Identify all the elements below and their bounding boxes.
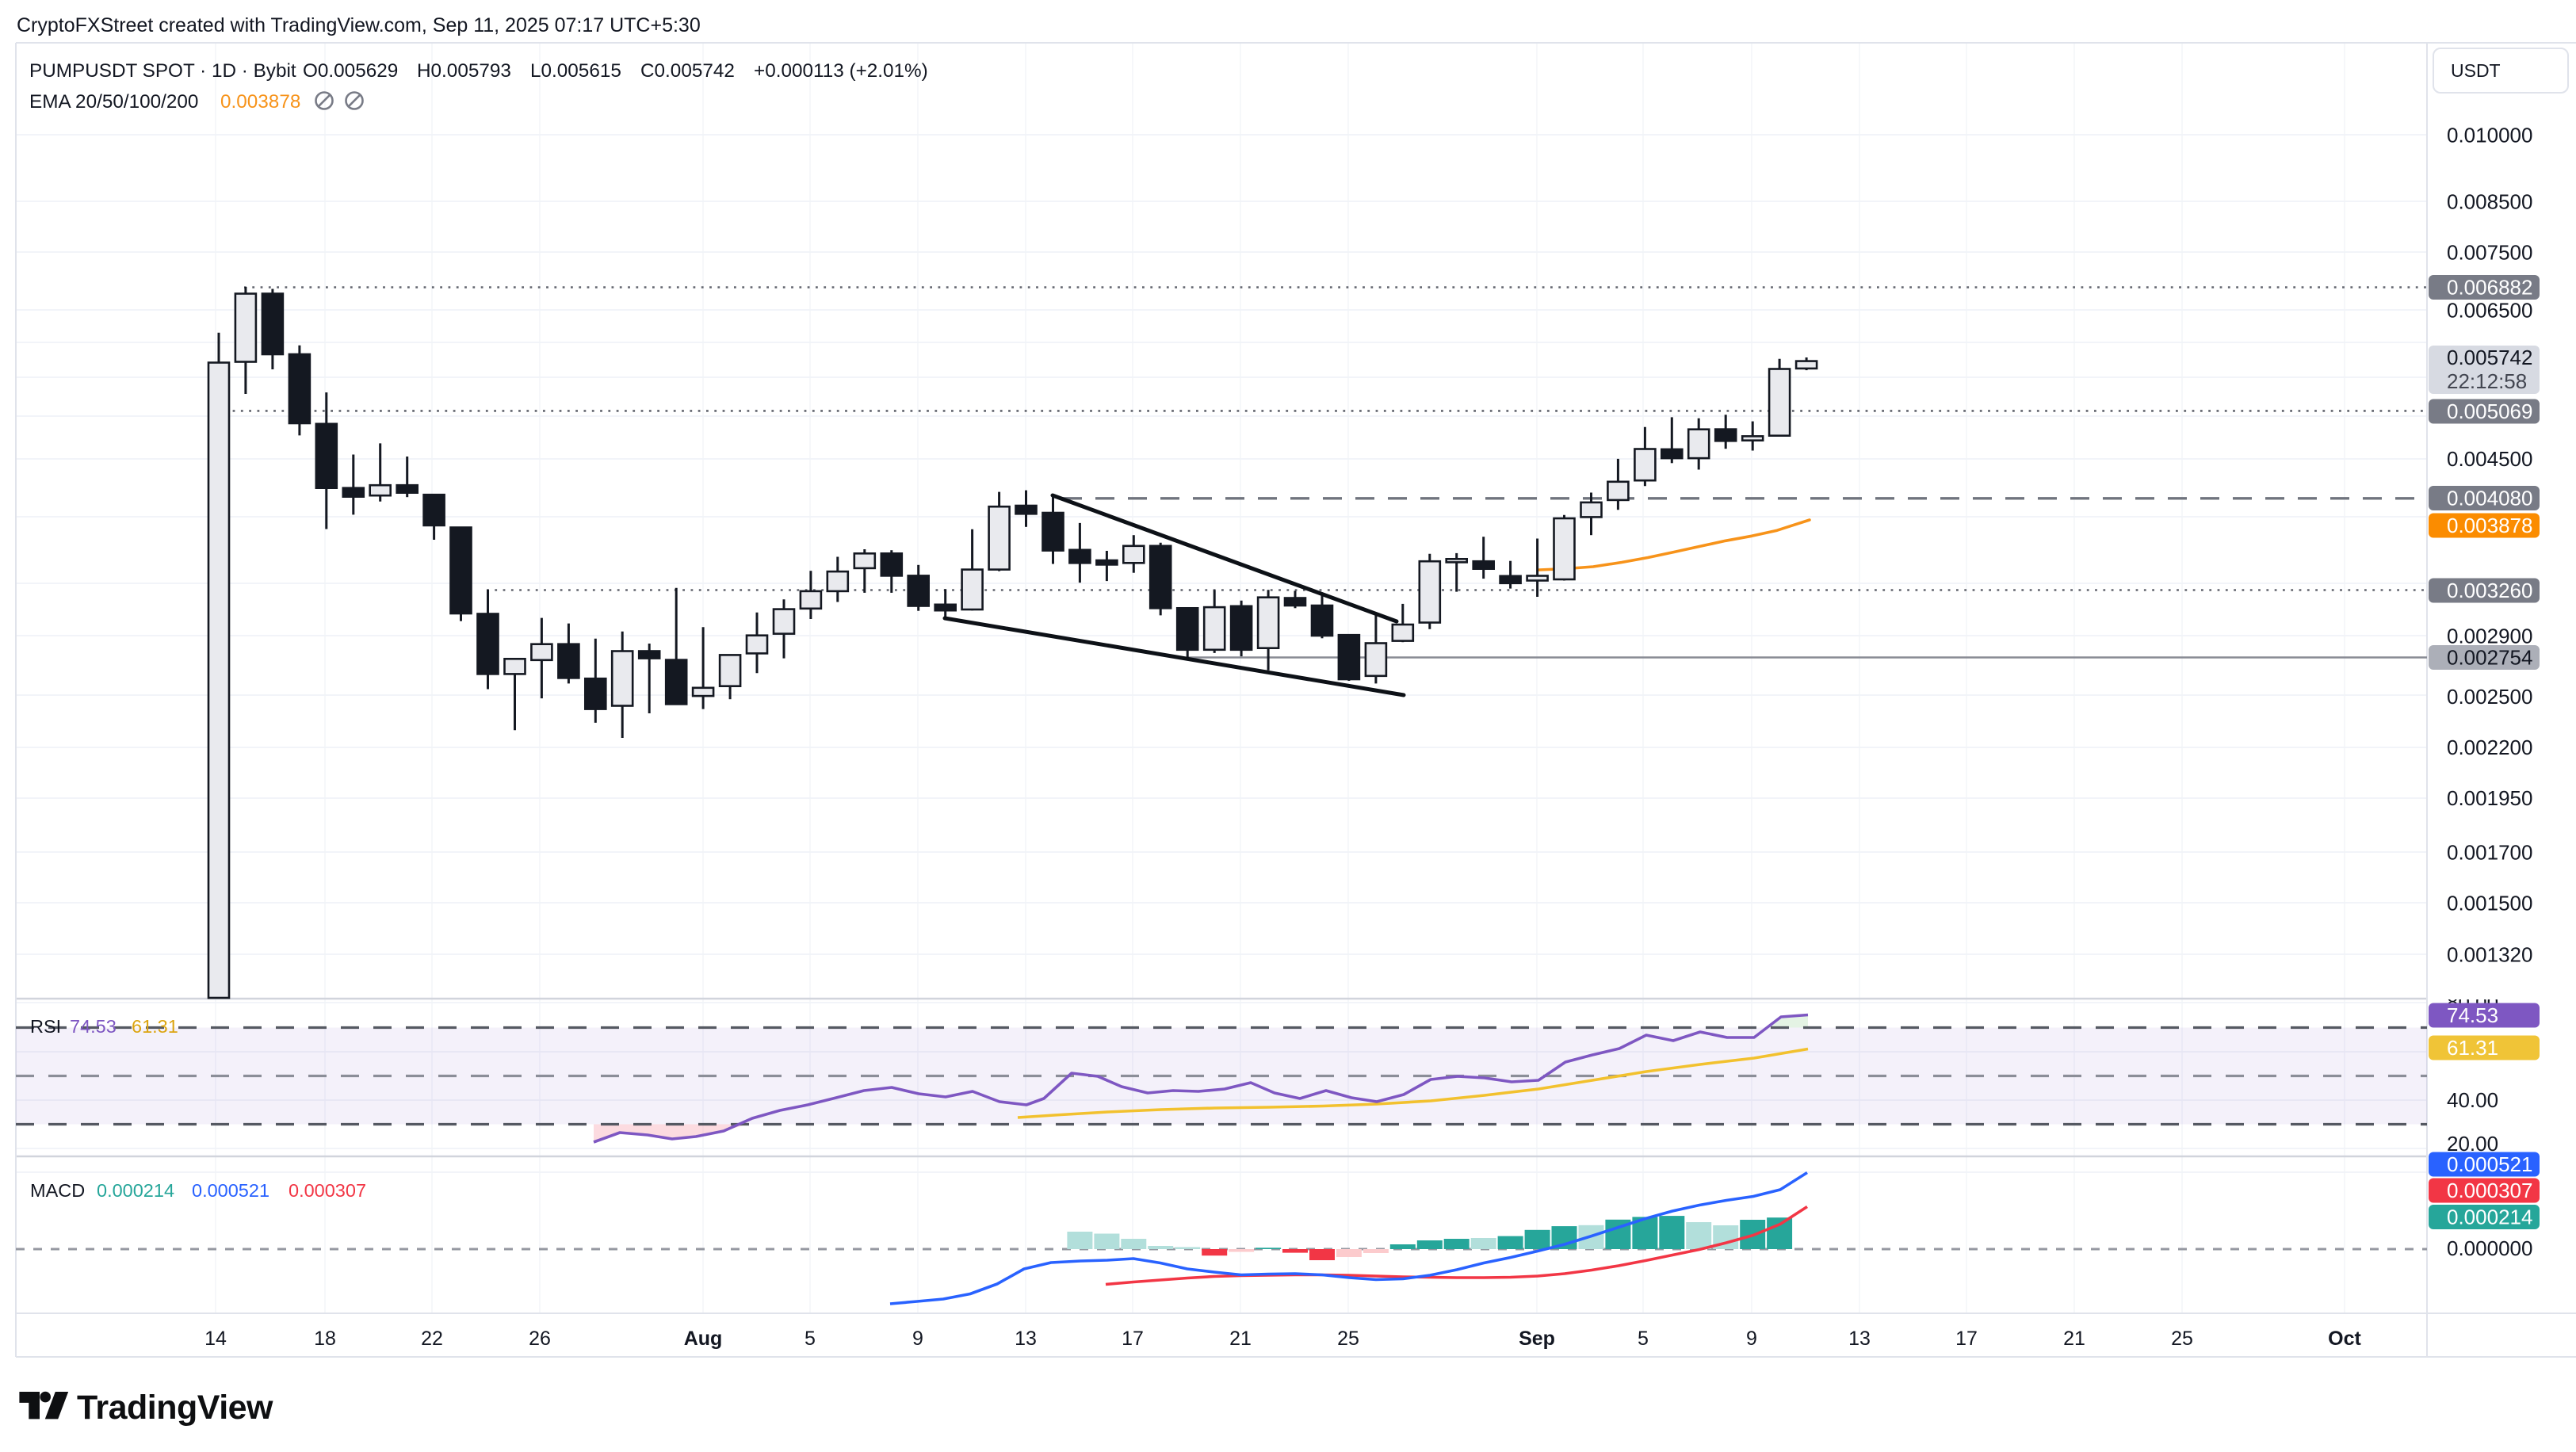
svg-text:5: 5: [1638, 1328, 1649, 1350]
svg-text:C0.005742: C0.005742: [640, 60, 735, 82]
svg-text:0.001500: 0.001500: [2447, 892, 2532, 915]
svg-text:0.006500: 0.006500: [2447, 298, 2532, 322]
svg-text:0.003260: 0.003260: [2447, 579, 2532, 602]
svg-text:0.003878: 0.003878: [220, 91, 300, 113]
svg-text:25: 25: [1337, 1328, 1359, 1350]
svg-text:61.31: 61.31: [2447, 1036, 2498, 1060]
svg-text:0.000307: 0.000307: [289, 1180, 366, 1201]
svg-text:17: 17: [1122, 1328, 1144, 1350]
svg-text:9: 9: [1746, 1328, 1757, 1350]
svg-text:0.000521: 0.000521: [192, 1180, 269, 1201]
svg-text:EMA 20/50/100/200: EMA 20/50/100/200: [29, 91, 198, 113]
svg-text:0.001320: 0.001320: [2447, 943, 2532, 967]
svg-text:TradingView: TradingView: [77, 1389, 273, 1427]
svg-text:17: 17: [1955, 1328, 1978, 1350]
svg-text:Oct: Oct: [2328, 1328, 2361, 1350]
svg-text:0.000307: 0.000307: [2447, 1179, 2532, 1202]
svg-text:RSI: RSI: [30, 1016, 61, 1037]
svg-text:0.003878: 0.003878: [2447, 514, 2532, 537]
svg-text:0.000214: 0.000214: [97, 1180, 174, 1201]
svg-text:CryptoFXStreet created with Tr: CryptoFXStreet created with TradingView.…: [17, 14, 701, 36]
svg-text:0.004080: 0.004080: [2447, 487, 2532, 510]
svg-text:18: 18: [314, 1328, 336, 1350]
svg-text:13: 13: [1848, 1328, 1871, 1350]
svg-text:26: 26: [529, 1328, 551, 1350]
svg-text:25: 25: [2171, 1328, 2193, 1350]
svg-text:0.002754: 0.002754: [2447, 646, 2532, 670]
svg-text:0.001950: 0.001950: [2447, 786, 2532, 810]
svg-text:40.00: 40.00: [2447, 1088, 2498, 1112]
svg-text:MACD: MACD: [30, 1180, 85, 1201]
svg-text:20.00: 20.00: [2447, 1132, 2498, 1156]
svg-text:0.001700: 0.001700: [2447, 841, 2532, 865]
svg-text:0.007500: 0.007500: [2447, 241, 2532, 265]
svg-text:PUMPUSDT SPOT · 1D · Bybit: PUMPUSDT SPOT · 1D · Bybit: [29, 60, 296, 82]
svg-text:74.53: 74.53: [70, 1016, 117, 1037]
svg-text:74.53: 74.53: [2447, 1003, 2498, 1027]
svg-text:0.008500: 0.008500: [2447, 189, 2532, 213]
svg-text:22: 22: [421, 1328, 443, 1350]
svg-text:0.002900: 0.002900: [2447, 625, 2532, 648]
svg-text:0.002200: 0.002200: [2447, 736, 2532, 759]
svg-text:+0.000113 (+2.01%): +0.000113 (+2.01%): [754, 60, 928, 82]
svg-text:0.000521: 0.000521: [2447, 1152, 2532, 1176]
svg-text:0.000000: 0.000000: [2447, 1236, 2532, 1260]
svg-text:0.004500: 0.004500: [2447, 447, 2532, 471]
svg-text:5: 5: [805, 1328, 816, 1350]
svg-text:0.006882: 0.006882: [2447, 276, 2532, 300]
svg-text:H0.005793: H0.005793: [417, 60, 511, 82]
svg-text:0.005069: 0.005069: [2447, 399, 2532, 423]
svg-text:USDT: USDT: [2451, 60, 2501, 81]
svg-text:L0.005615: L0.005615: [530, 60, 621, 82]
svg-text:22:12:58: 22:12:58: [2447, 369, 2527, 393]
svg-text:Aug: Aug: [684, 1328, 723, 1350]
svg-text:0.005742: 0.005742: [2447, 346, 2532, 369]
svg-text:Sep: Sep: [1519, 1328, 1555, 1350]
svg-text:9: 9: [912, 1328, 923, 1350]
svg-text:61.31: 61.31: [132, 1016, 178, 1037]
svg-text:0.002500: 0.002500: [2447, 685, 2532, 709]
svg-text:0.010000: 0.010000: [2447, 123, 2532, 147]
svg-text:13: 13: [1015, 1328, 1037, 1350]
svg-text:21: 21: [2063, 1328, 2085, 1350]
svg-text:0.000214: 0.000214: [2447, 1206, 2532, 1229]
svg-text:21: 21: [1229, 1328, 1252, 1350]
svg-text:14: 14: [204, 1328, 227, 1350]
svg-text:O0.005629: O0.005629: [303, 60, 398, 82]
